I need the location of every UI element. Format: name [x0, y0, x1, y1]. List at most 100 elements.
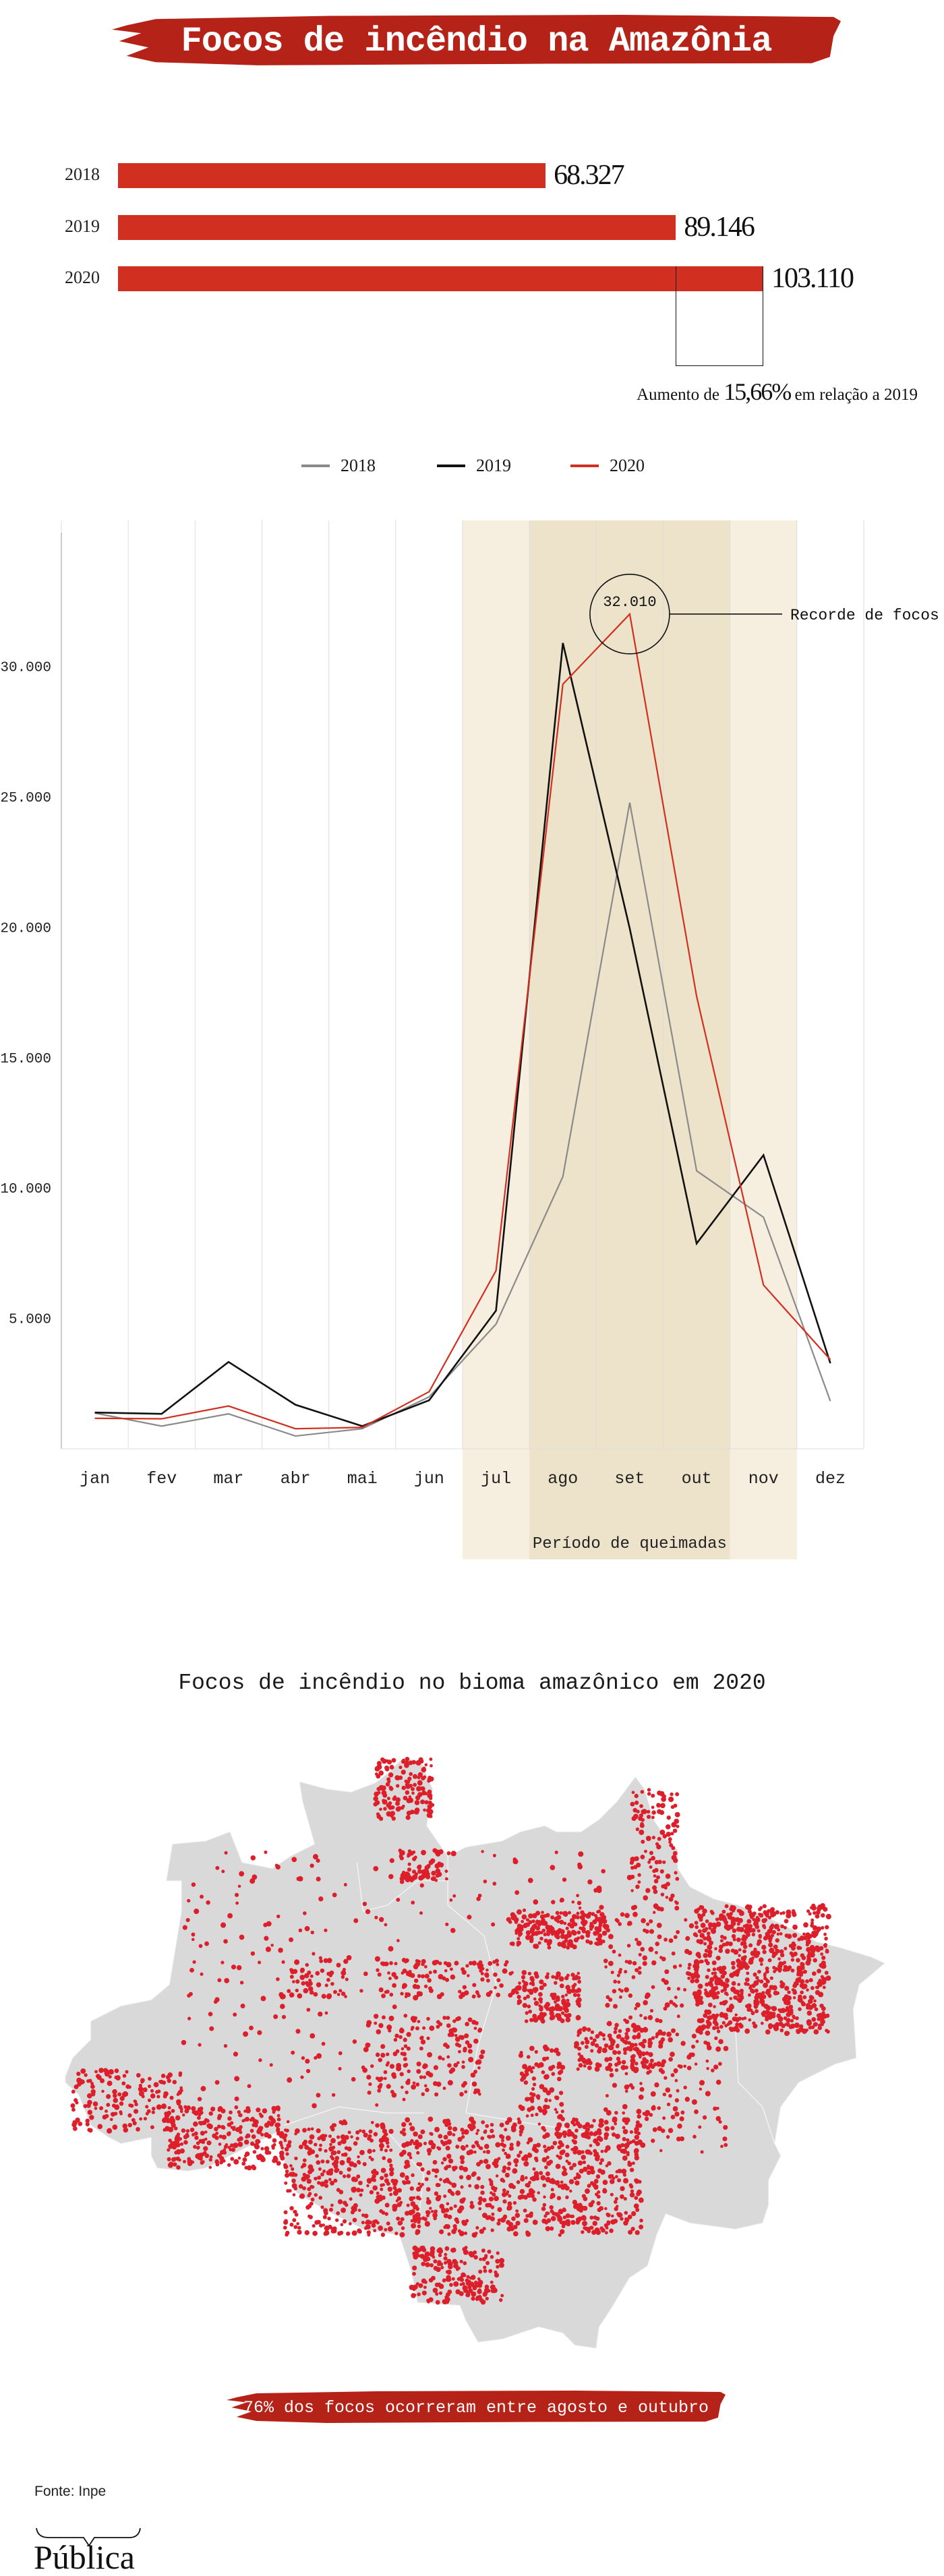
- fire-dot: [397, 2203, 402, 2207]
- fire-dot: [336, 2150, 341, 2154]
- fire-dot: [359, 2193, 362, 2196]
- fire-dot: [295, 2128, 300, 2134]
- fire-dot: [668, 2094, 672, 2098]
- fire-dot: [281, 1960, 285, 1964]
- fire-dot: [622, 2155, 628, 2161]
- fire-dot: [431, 2210, 434, 2213]
- fire-dot: [415, 2229, 421, 2234]
- fire-dot: [403, 2063, 408, 2068]
- fire-dot: [75, 2101, 78, 2104]
- fire-dot: [606, 1928, 610, 1932]
- fire-dot: [759, 1906, 763, 1909]
- fire-dot: [805, 1979, 809, 1983]
- fire-dot: [301, 1981, 305, 1986]
- fire-dot: [155, 2090, 159, 2094]
- fire-dot: [567, 2013, 572, 2018]
- fire-dot: [615, 2068, 618, 2072]
- fire-dot: [152, 2107, 156, 2111]
- fire-dot: [233, 2126, 235, 2129]
- fire-dot: [581, 2132, 587, 2138]
- fire-dot: [548, 2099, 551, 2102]
- fire-dot: [413, 1964, 419, 1969]
- fire-dot: [745, 1977, 750, 1982]
- fire-dot: [754, 2000, 759, 2005]
- fire-dot: [552, 1993, 556, 1998]
- fire-dot: [628, 2215, 632, 2219]
- fire-dot: [578, 2047, 582, 2051]
- fire-dot: [399, 2035, 403, 2039]
- fire-dot: [577, 1987, 581, 1992]
- fire-dot: [490, 2228, 494, 2231]
- fire-dot: [204, 1942, 209, 1946]
- fire-dot: [792, 1909, 795, 1913]
- fire-dot: [438, 2253, 442, 2257]
- fire-dot: [491, 1922, 495, 1926]
- fire-dot: [471, 2296, 475, 2300]
- fire-dot: [614, 2030, 618, 2034]
- fire-dot: [471, 2020, 476, 2025]
- fire-dot: [320, 1969, 324, 1973]
- fire-dot: [579, 1907, 581, 1910]
- fire-dot: [566, 1999, 569, 2002]
- fire-dot: [770, 1977, 773, 1980]
- fire-dot: [465, 1991, 469, 1995]
- fire-dot: [413, 2252, 417, 2256]
- fire-dot: [335, 2218, 338, 2221]
- fire-dot: [156, 2095, 160, 2098]
- fire-dot: [543, 1932, 548, 1936]
- fire-dot: [779, 2008, 784, 2013]
- fire-dot: [654, 1868, 658, 1873]
- fire-dot: [463, 2250, 469, 2255]
- fire-dot: [411, 2028, 413, 2031]
- fire-dot: [409, 2126, 415, 2131]
- fire-dot: [551, 2065, 555, 2069]
- fire-dot: [415, 2207, 419, 2211]
- fire-dot: [482, 2292, 487, 2296]
- fire-dot: [560, 2221, 563, 2224]
- fire-dot: [637, 2190, 642, 2195]
- fire-dot: [703, 1942, 707, 1946]
- fire-dot: [434, 2065, 438, 2070]
- fire-dot: [721, 1915, 726, 1919]
- fire-dot: [738, 1994, 743, 1998]
- fire-dot: [435, 1960, 439, 1965]
- fire-dot: [409, 1760, 413, 1765]
- fire-dot: [703, 1953, 707, 1958]
- fire-dot: [476, 2144, 479, 2147]
- fire-dot: [763, 1936, 768, 1941]
- fire-dot: [634, 2203, 639, 2209]
- fire-dot: [357, 2155, 359, 2159]
- fire-dot: [541, 2207, 546, 2211]
- fire-dot: [433, 2160, 438, 2165]
- fire-dot: [220, 2125, 225, 2129]
- fire-dot: [209, 2166, 212, 2169]
- legend-swatch: [301, 465, 330, 467]
- fire-dot: [763, 2004, 769, 2009]
- fire-dot: [311, 2198, 315, 2202]
- fire-dot: [413, 2081, 416, 2085]
- fire-dot: [215, 2080, 220, 2085]
- fire-dot: [687, 2066, 692, 2070]
- fire-dot: [585, 1940, 589, 1944]
- fire-dot: [624, 1970, 627, 1973]
- fire-dot: [522, 1979, 525, 1983]
- fire-dot: [473, 2091, 477, 2094]
- fire-dot: [597, 2136, 601, 2140]
- fire-dot: [318, 2012, 322, 2016]
- fire-dot: [420, 1799, 425, 1804]
- fire-dot: [787, 1990, 790, 1994]
- fire-dot: [556, 1915, 561, 1919]
- fire-dot: [821, 1956, 825, 1960]
- fire-dot: [757, 1939, 762, 1944]
- fire-dot: [623, 2129, 628, 2134]
- fire-dot: [618, 2029, 622, 2033]
- fire-dot: [663, 2076, 667, 2079]
- fire-dot: [634, 2178, 638, 2182]
- fire-dot: [755, 1976, 759, 1979]
- fire-dot: [405, 2177, 408, 2180]
- fire-dot: [469, 1961, 473, 1965]
- fire-dot: [529, 1989, 533, 1994]
- fire-dot: [808, 1912, 812, 1915]
- fire-dot: [495, 2142, 500, 2147]
- fire-dot: [601, 2033, 606, 2037]
